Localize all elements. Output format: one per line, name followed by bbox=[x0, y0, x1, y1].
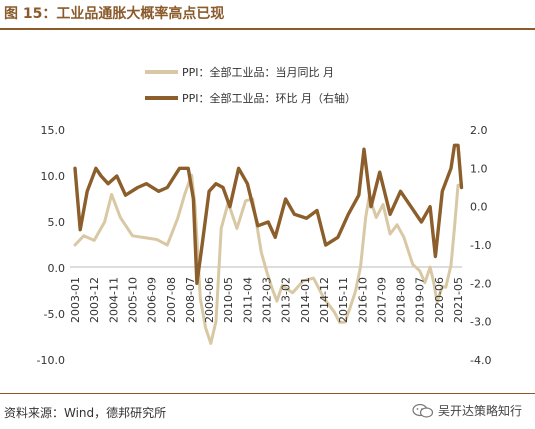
x-tick-label: 2009-06 bbox=[203, 277, 216, 323]
x-tick-label: 2003-01 bbox=[69, 277, 82, 323]
y-left-tick-label: 5.0 bbox=[48, 216, 66, 229]
y-right-tick-label: -4.0 bbox=[470, 354, 491, 367]
series-group bbox=[73, 143, 464, 345]
y-left-tick-label: 15.0 bbox=[41, 124, 66, 137]
x-axis: 2003-01 2003-12 2004-11 2005-10 2006-09 2007-… bbox=[69, 277, 465, 323]
x-tick-label: 2017-09 bbox=[375, 277, 388, 323]
footer-rule bbox=[0, 393, 535, 394]
x-tick-label: 2004-11 bbox=[107, 277, 120, 323]
wechat-icon bbox=[412, 404, 434, 418]
y-right-tick-label: -2.0 bbox=[470, 277, 491, 290]
y-left-tick-label: -10.0 bbox=[37, 354, 65, 367]
legend-label: PPI：全部工业品：当月同比 月 bbox=[182, 65, 334, 79]
y-right-tick-label: -1.0 bbox=[470, 239, 491, 252]
x-tick-label: 2003-12 bbox=[88, 277, 101, 323]
x-tick-label: 2012-03 bbox=[261, 277, 274, 323]
series-line-ppi-yoy bbox=[73, 173, 463, 345]
legend-label: PPI：全部工业品：环比 月（右轴） bbox=[182, 91, 356, 105]
x-tick-label: 2013-02 bbox=[280, 277, 293, 323]
y-axis-right: 2.0 1.0 0.0 -1.0 -2.0 -3.0 -4.0 bbox=[470, 124, 491, 367]
x-tick-label: 2011-04 bbox=[241, 277, 254, 323]
y-axis-left: 15.0 10.0 5.0 0.0 -5.0 -10.0 bbox=[37, 124, 65, 367]
y-right-tick-label: 0.0 bbox=[470, 201, 488, 214]
x-tick-label: 2008-07 bbox=[184, 277, 197, 323]
y-right-tick-label: 1.0 bbox=[470, 162, 488, 175]
x-tick-label: 2014-12 bbox=[318, 277, 331, 323]
x-tick-label: 2010-05 bbox=[222, 277, 235, 323]
watermark: 吴开达策略知行 bbox=[412, 402, 522, 419]
x-tick-label: 2021-05 bbox=[452, 277, 465, 323]
y-right-tick-label: -3.0 bbox=[470, 316, 491, 329]
x-tick-label: 2016-10 bbox=[356, 277, 369, 323]
x-tick-label: 2007-08 bbox=[165, 277, 178, 323]
x-tick-label: 2014-01 bbox=[299, 277, 312, 323]
x-tick-label: 2020-06 bbox=[433, 277, 446, 323]
y-left-tick-label: 10.0 bbox=[41, 170, 66, 183]
x-tick-label: 2006-09 bbox=[146, 277, 159, 323]
x-tick-label: 2018-08 bbox=[395, 277, 408, 323]
legend: PPI：全部工业品：当月同比 月 PPI：全部工业品：环比 月（右轴） bbox=[145, 65, 356, 105]
y-right-tick-label: 2.0 bbox=[470, 124, 488, 137]
x-tick-label: 2019-07 bbox=[414, 277, 427, 323]
x-tick-label: 2005-10 bbox=[126, 277, 139, 323]
series-line-ppi-mom bbox=[73, 143, 464, 286]
figure-title: 图 15：工业品通胀大概率高点已现 bbox=[4, 6, 225, 22]
y-left-tick-label: 0.0 bbox=[48, 262, 66, 275]
title-rule bbox=[0, 28, 535, 30]
x-tick-label: 2015-11 bbox=[337, 277, 350, 323]
y-left-tick-label: -5.0 bbox=[44, 308, 65, 321]
source-note: 资料来源：Wind，德邦研究所 bbox=[4, 406, 167, 420]
watermark-text: 吴开达策略知行 bbox=[438, 404, 523, 418]
